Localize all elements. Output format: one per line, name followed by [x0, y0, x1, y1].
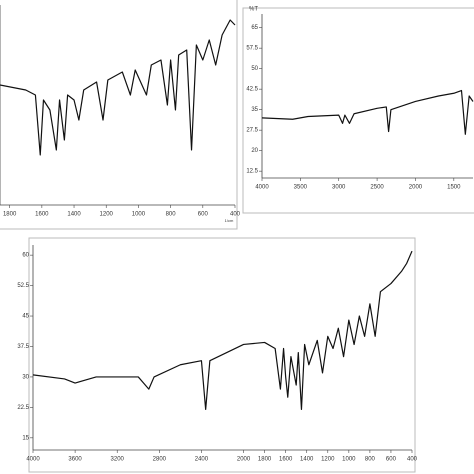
y-tick-label: 22.5	[17, 405, 29, 411]
x-tick-label: 1200	[321, 457, 335, 463]
x-tick-label: 3000	[332, 185, 346, 191]
y-tick-label: 20	[251, 148, 258, 154]
x-tick-label: 1800	[3, 212, 17, 218]
x-tick-label: 1400	[67, 212, 81, 218]
x-tick-label: 600	[198, 212, 209, 218]
x-axis-label: 1/cm	[225, 218, 234, 223]
x-tick-label: 800	[365, 457, 376, 463]
spectrum-line	[0, 19, 236, 156]
x-tick-label: 1800	[258, 457, 272, 463]
x-tick-label: 3200	[111, 457, 125, 463]
x-tick-label: 600	[386, 457, 397, 463]
y-tick-label: 30	[22, 375, 29, 381]
x-tick-label: 2800	[153, 457, 167, 463]
x-tick-label: 800	[166, 212, 177, 218]
x-tick-label: 1000	[132, 212, 146, 218]
y-tick-label: 52.5	[17, 283, 29, 289]
x-tick-label: 2000	[409, 185, 423, 191]
x-tick-label: 3500	[294, 185, 308, 191]
x-tick-label: 3600	[68, 457, 82, 463]
x-tick-label: 1200	[100, 212, 114, 218]
y-tick-label: 57.5	[246, 46, 258, 52]
x-tick-label: 4000	[26, 457, 40, 463]
y-tick-label: 45	[22, 314, 29, 320]
y-axis-label: %T	[249, 7, 258, 13]
x-tick-label: 1000	[342, 457, 356, 463]
x-tick-label: 1600	[35, 212, 49, 218]
panel-frame	[0, 0, 238, 230]
y-tick-label: 65	[251, 25, 258, 31]
spectrum-line	[32, 250, 413, 411]
panel-frame	[242, 7, 474, 214]
x-tick-label: 2000	[237, 457, 251, 463]
spectrum-line	[261, 89, 474, 135]
y-tick-label: 12.5	[246, 169, 258, 175]
x-tick-label: 400	[407, 457, 418, 463]
x-tick-label: 1500	[447, 185, 461, 191]
panel-frame	[28, 237, 416, 473]
y-tick-label: 60	[22, 253, 29, 259]
y-tick-label: 15	[22, 435, 29, 441]
y-tick-label: 35	[251, 107, 258, 113]
y-tick-label: 27.5	[246, 128, 258, 134]
x-tick-label: 1400	[300, 457, 314, 463]
y-tick-label: 50	[251, 66, 258, 72]
x-tick-label: 4000	[255, 185, 269, 191]
x-tick-label: 2500	[370, 185, 384, 191]
y-tick-label: 42.5	[246, 87, 258, 93]
x-tick-label: 1600	[279, 457, 293, 463]
x-tick-label: 2400	[195, 457, 209, 463]
x-tick-label: 400	[230, 212, 241, 218]
y-tick-label: 37.5	[17, 344, 29, 350]
